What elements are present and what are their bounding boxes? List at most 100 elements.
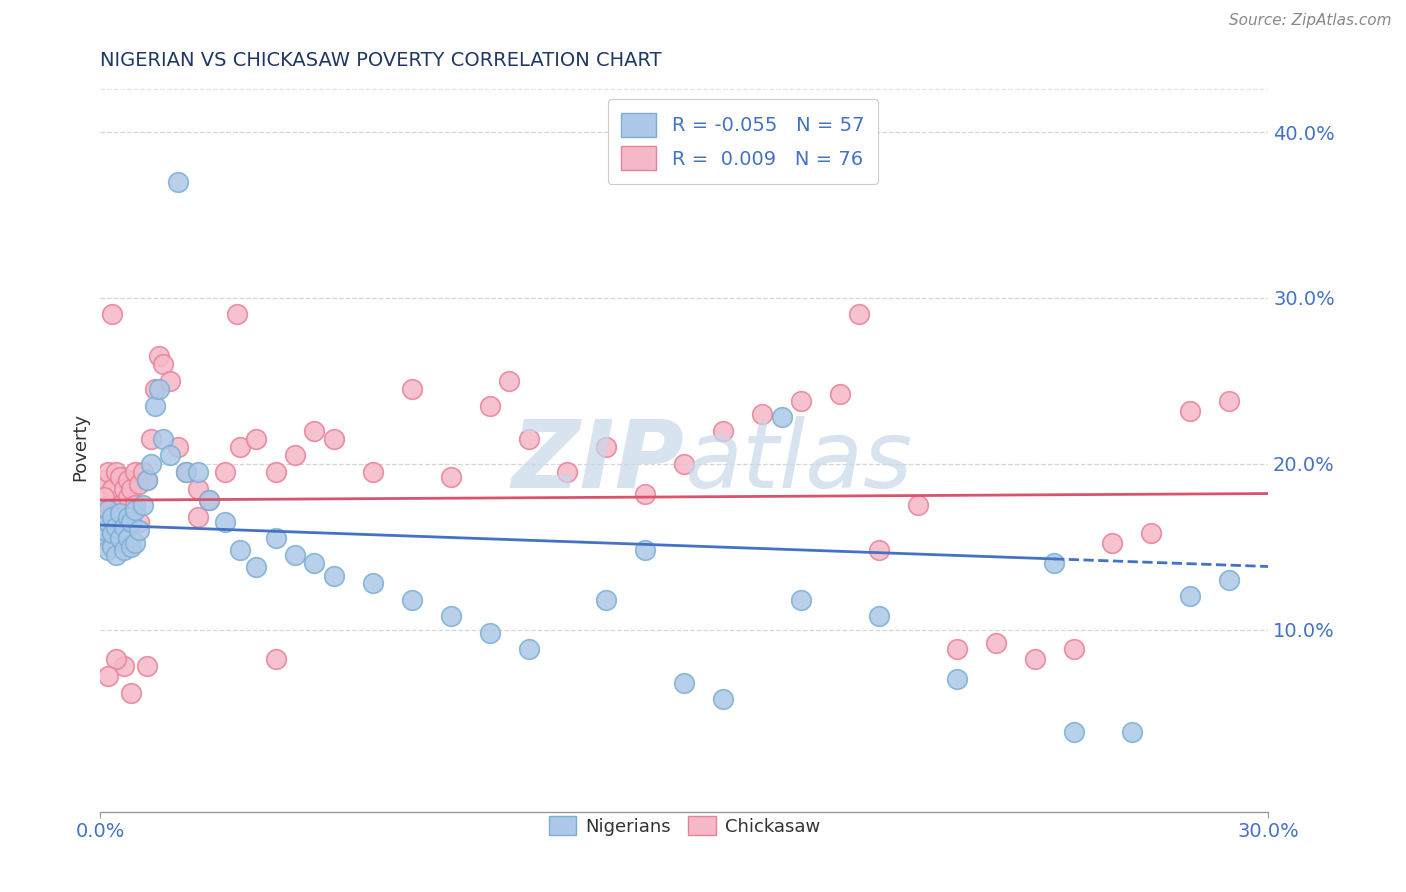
Point: [361, 465, 384, 479]
Point: [245, 432, 267, 446]
Point: [117, 509, 139, 524]
Point: [93, 531, 115, 545]
Point: [159, 374, 181, 388]
Point: [121, 482, 143, 496]
Point: [97, 543, 120, 558]
Point: [198, 493, 221, 508]
Point: [214, 465, 236, 479]
Point: [93, 531, 115, 545]
Point: [143, 399, 166, 413]
Point: [97, 498, 120, 512]
Point: [198, 493, 221, 508]
Point: [93, 473, 115, 487]
Point: [634, 543, 657, 558]
Point: [101, 540, 124, 554]
Point: [121, 509, 143, 524]
Point: [152, 432, 174, 446]
Point: [517, 642, 540, 657]
Point: [264, 652, 287, 666]
Point: [97, 515, 120, 529]
Point: [517, 432, 540, 446]
Point: [868, 609, 890, 624]
Point: [117, 490, 139, 504]
Point: [284, 449, 307, 463]
Point: [187, 509, 209, 524]
Point: [1063, 642, 1085, 657]
Point: [673, 457, 696, 471]
Point: [112, 543, 135, 558]
Point: [132, 465, 155, 479]
Point: [1121, 725, 1143, 739]
Text: atlas: atlas: [685, 417, 912, 508]
Point: [121, 685, 143, 699]
Point: [229, 440, 252, 454]
Point: [136, 659, 159, 673]
Point: [868, 543, 890, 558]
Point: [112, 519, 135, 533]
Point: [229, 543, 252, 558]
Point: [790, 592, 813, 607]
Point: [751, 407, 773, 421]
Point: [264, 465, 287, 479]
Point: [124, 465, 146, 479]
Legend: Nigerians, Chickasaw: Nigerians, Chickasaw: [541, 809, 827, 843]
Point: [557, 465, 579, 479]
Point: [104, 652, 127, 666]
Point: [498, 374, 520, 388]
Point: [848, 308, 870, 322]
Point: [174, 465, 197, 479]
Point: [595, 592, 617, 607]
Point: [174, 465, 197, 479]
Point: [945, 672, 967, 686]
Point: [93, 490, 115, 504]
Point: [401, 382, 423, 396]
Point: [117, 531, 139, 545]
Point: [1374, 636, 1396, 650]
Point: [104, 515, 127, 529]
Point: [828, 387, 851, 401]
Point: [401, 592, 423, 607]
Point: [117, 473, 139, 487]
Point: [167, 175, 190, 189]
Point: [1101, 536, 1123, 550]
Point: [945, 642, 967, 657]
Point: [322, 569, 344, 583]
Point: [136, 473, 159, 487]
Point: [159, 449, 181, 463]
Point: [104, 548, 127, 562]
Point: [1180, 590, 1202, 604]
Point: [101, 526, 124, 541]
Point: [1334, 515, 1357, 529]
Point: [136, 473, 159, 487]
Text: NIGERIAN VS CHICKASAW POVERTY CORRELATION CHART: NIGERIAN VS CHICKASAW POVERTY CORRELATIO…: [100, 51, 662, 70]
Point: [478, 399, 501, 413]
Point: [361, 576, 384, 591]
Point: [101, 509, 124, 524]
Point: [97, 465, 120, 479]
Point: [1043, 556, 1066, 570]
Point: [673, 675, 696, 690]
Text: Source: ZipAtlas.com: Source: ZipAtlas.com: [1229, 13, 1392, 29]
Text: ZIP: ZIP: [512, 416, 685, 508]
Point: [478, 625, 501, 640]
Point: [1218, 573, 1240, 587]
Point: [770, 410, 793, 425]
Point: [304, 424, 326, 438]
Point: [1218, 393, 1240, 408]
Point: [101, 482, 124, 496]
Point: [1024, 652, 1046, 666]
Point: [711, 692, 734, 706]
Point: [124, 536, 146, 550]
Point: [245, 559, 267, 574]
Point: [1140, 526, 1163, 541]
Point: [128, 476, 150, 491]
Point: [167, 440, 190, 454]
Point: [112, 515, 135, 529]
Point: [984, 636, 1007, 650]
Point: [97, 503, 120, 517]
Point: [187, 482, 209, 496]
Point: [322, 432, 344, 446]
Point: [440, 609, 463, 624]
Point: [711, 424, 734, 438]
Point: [187, 465, 209, 479]
